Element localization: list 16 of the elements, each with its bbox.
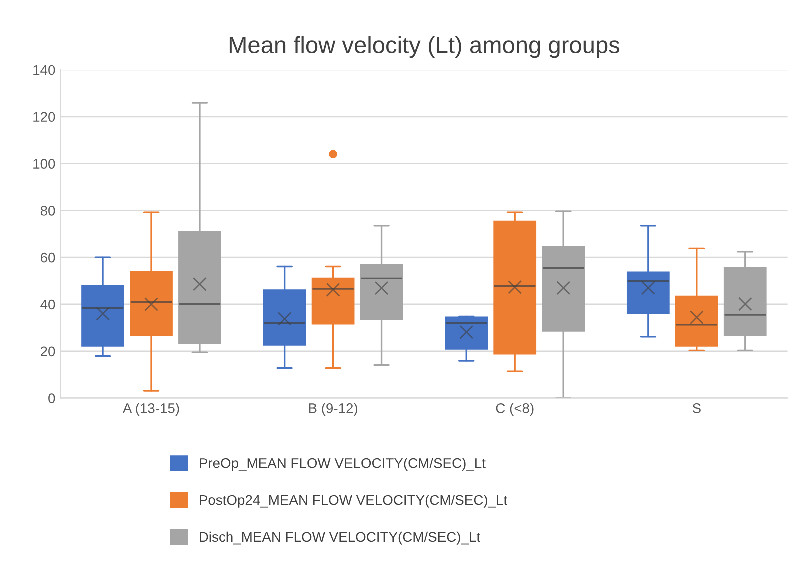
legend-label: PostOp24_MEAN FLOW VELOCITY(CM/SEC)_Lt	[200, 494, 508, 508]
legend-label: Disch_MEAN FLOW VELOCITY(CM/SEC)_Lt	[200, 532, 480, 545]
x-tick-label: C (<8)	[496, 403, 534, 416]
y-tick-label: 20	[40, 346, 56, 357]
y-tick-label: 0	[48, 394, 56, 404]
y-tick-label: 120	[34, 112, 56, 122]
legend-label: PreOp_MEAN FLOW VELOCITY(CM/SEC)_Lt	[200, 458, 486, 472]
y-tick-label: 40	[40, 300, 56, 310]
x-tick-label: A (13-15)	[122, 403, 180, 416]
y-tick-label: 100	[34, 159, 56, 169]
y-tick-label: 80	[40, 206, 56, 216]
y-tick-label: 140	[34, 65, 56, 76]
chart-title: Mean flow velocity (Lt) among groups	[230, 36, 620, 58]
y-tick-label: 60	[40, 252, 56, 263]
x-tick-label: S	[692, 404, 701, 414]
x-tick-label: B (9-12)	[309, 403, 358, 416]
